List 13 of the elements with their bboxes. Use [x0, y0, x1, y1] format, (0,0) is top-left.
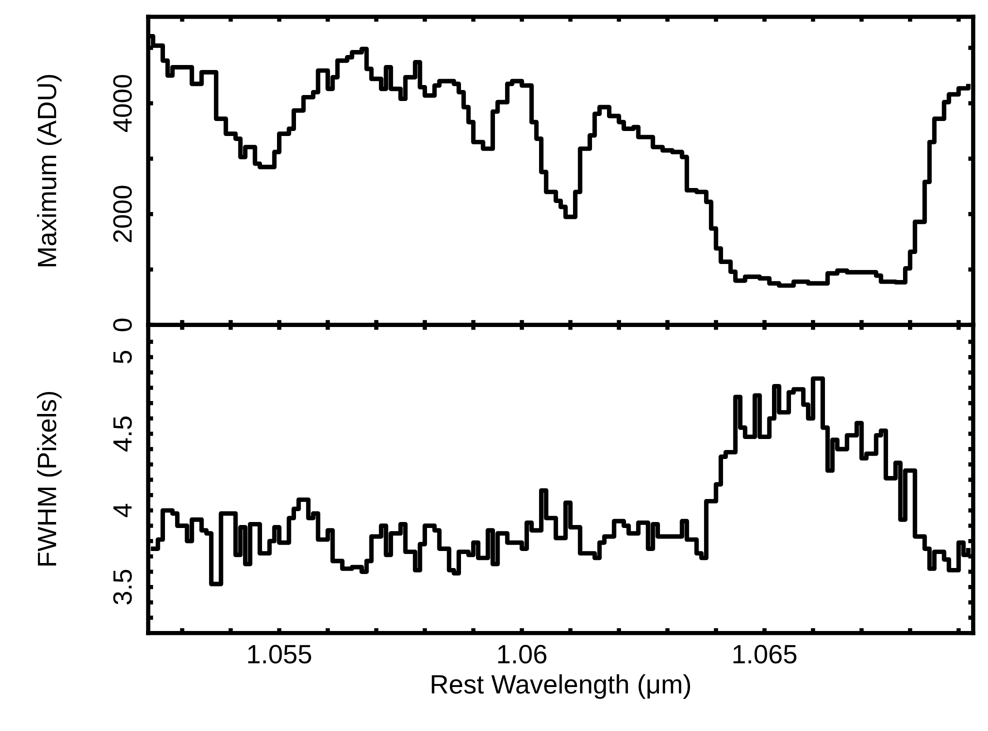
x-tick-label: 1.065	[734, 644, 796, 664]
y-axis-title: FWHM (Pixels)	[36, 392, 62, 566]
y-tick-label: 5	[113, 350, 132, 364]
y-tick-label: 2000	[113, 186, 132, 242]
y-tick-label: 4000	[113, 74, 132, 132]
x-tick-label: 1.055	[248, 644, 312, 664]
y-tick-label: 0	[113, 318, 132, 332]
y-axis-title: Maximum (ADU)	[36, 75, 62, 266]
x-axis-title: Rest Wavelength (μm)	[432, 674, 690, 699]
y-tick-label: 3.5	[113, 570, 132, 604]
y-tick-label: 4.5	[113, 416, 132, 452]
x-tick-label: 1.06	[498, 644, 546, 664]
y-tick-label: 4	[113, 504, 132, 518]
